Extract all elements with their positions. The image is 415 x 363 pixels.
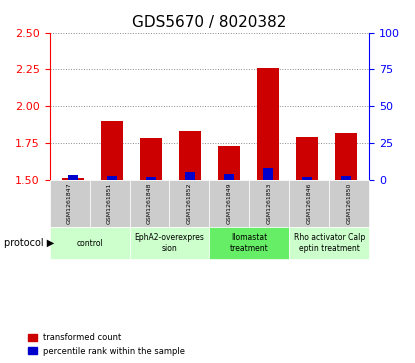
Text: GSM1261848: GSM1261848 bbox=[147, 183, 152, 224]
Bar bbox=[263, 168, 273, 180]
Text: GSM1261851: GSM1261851 bbox=[107, 183, 112, 224]
Text: GSM1261846: GSM1261846 bbox=[303, 180, 311, 231]
Text: Rho activator Calp
eptin treatment: Rho activator Calp eptin treatment bbox=[294, 233, 365, 253]
Text: control: control bbox=[76, 238, 103, 248]
Bar bbox=[179, 131, 201, 180]
Text: GSM1261847: GSM1261847 bbox=[67, 182, 72, 224]
Text: protocol ▶: protocol ▶ bbox=[4, 238, 54, 248]
Text: GSM1261849: GSM1261849 bbox=[225, 180, 233, 231]
Text: GSM1261850: GSM1261850 bbox=[347, 183, 352, 224]
Bar bbox=[257, 68, 278, 180]
Bar bbox=[68, 175, 78, 180]
Bar bbox=[185, 172, 195, 180]
Text: GSM1261852: GSM1261852 bbox=[186, 180, 195, 231]
Text: GSM1261849: GSM1261849 bbox=[227, 182, 232, 224]
Text: GSM1261852: GSM1261852 bbox=[187, 183, 192, 224]
Text: GSM1261847: GSM1261847 bbox=[68, 180, 78, 231]
Bar bbox=[218, 146, 239, 180]
Title: GDS5670 / 8020382: GDS5670 / 8020382 bbox=[132, 15, 287, 30]
Text: GSM1261848: GSM1261848 bbox=[146, 180, 156, 231]
Bar bbox=[302, 177, 312, 180]
Bar bbox=[107, 176, 117, 180]
Bar bbox=[296, 137, 317, 180]
Legend: transformed count, percentile rank within the sample: transformed count, percentile rank withi… bbox=[25, 330, 188, 359]
Text: Ilomastat
treatment: Ilomastat treatment bbox=[230, 233, 269, 253]
Bar bbox=[140, 138, 162, 180]
Bar bbox=[62, 178, 84, 180]
Bar bbox=[146, 178, 156, 180]
Text: GSM1261853: GSM1261853 bbox=[264, 180, 272, 231]
Text: EphA2-overexpres
sion: EphA2-overexpres sion bbox=[134, 233, 205, 253]
Text: GSM1261846: GSM1261846 bbox=[307, 183, 312, 224]
Text: GSM1261853: GSM1261853 bbox=[267, 183, 272, 224]
Text: GSM1261850: GSM1261850 bbox=[342, 180, 350, 231]
Text: GSM1261851: GSM1261851 bbox=[107, 180, 117, 231]
Bar bbox=[341, 176, 351, 180]
Bar bbox=[101, 121, 123, 180]
Bar bbox=[335, 132, 356, 180]
Bar bbox=[224, 175, 234, 180]
